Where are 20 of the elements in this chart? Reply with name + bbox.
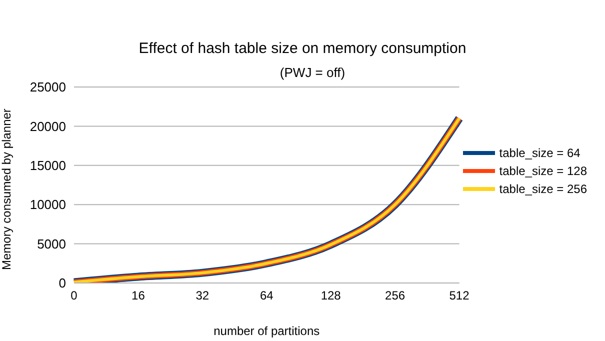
y-tick-label: 15000 (30, 158, 66, 174)
chart-subtitle: (PWJ = off) (278, 65, 346, 80)
y-tick-label: 10000 (30, 197, 66, 212)
legend-label: table_size = 128 (499, 164, 587, 178)
y-axis-title: Memory consumed by planner (0, 108, 14, 270)
y-tick-label: 20000 (30, 118, 66, 134)
legend-label: table_size = 256 (499, 182, 587, 196)
legend-label: table_size = 64 (499, 146, 580, 160)
x-tick-label: 128 (320, 288, 342, 303)
y-tick-label: 0 (58, 276, 66, 291)
x-tick-label: 32 (196, 288, 210, 303)
x-tick-label: 512 (449, 288, 470, 303)
x-tick-label: 16 (132, 288, 146, 303)
chart-title: Effect of hash table size on memory consumption (138, 40, 468, 57)
y-tick-label: 5000 (37, 236, 66, 252)
x-axis-title: number of partitions (214, 324, 320, 338)
y-tick-label: 25000 (30, 80, 66, 95)
x-tick-label: 256 (385, 288, 406, 303)
x-tick-label: 0 (70, 288, 78, 303)
x-tick-label: 64 (260, 288, 274, 303)
